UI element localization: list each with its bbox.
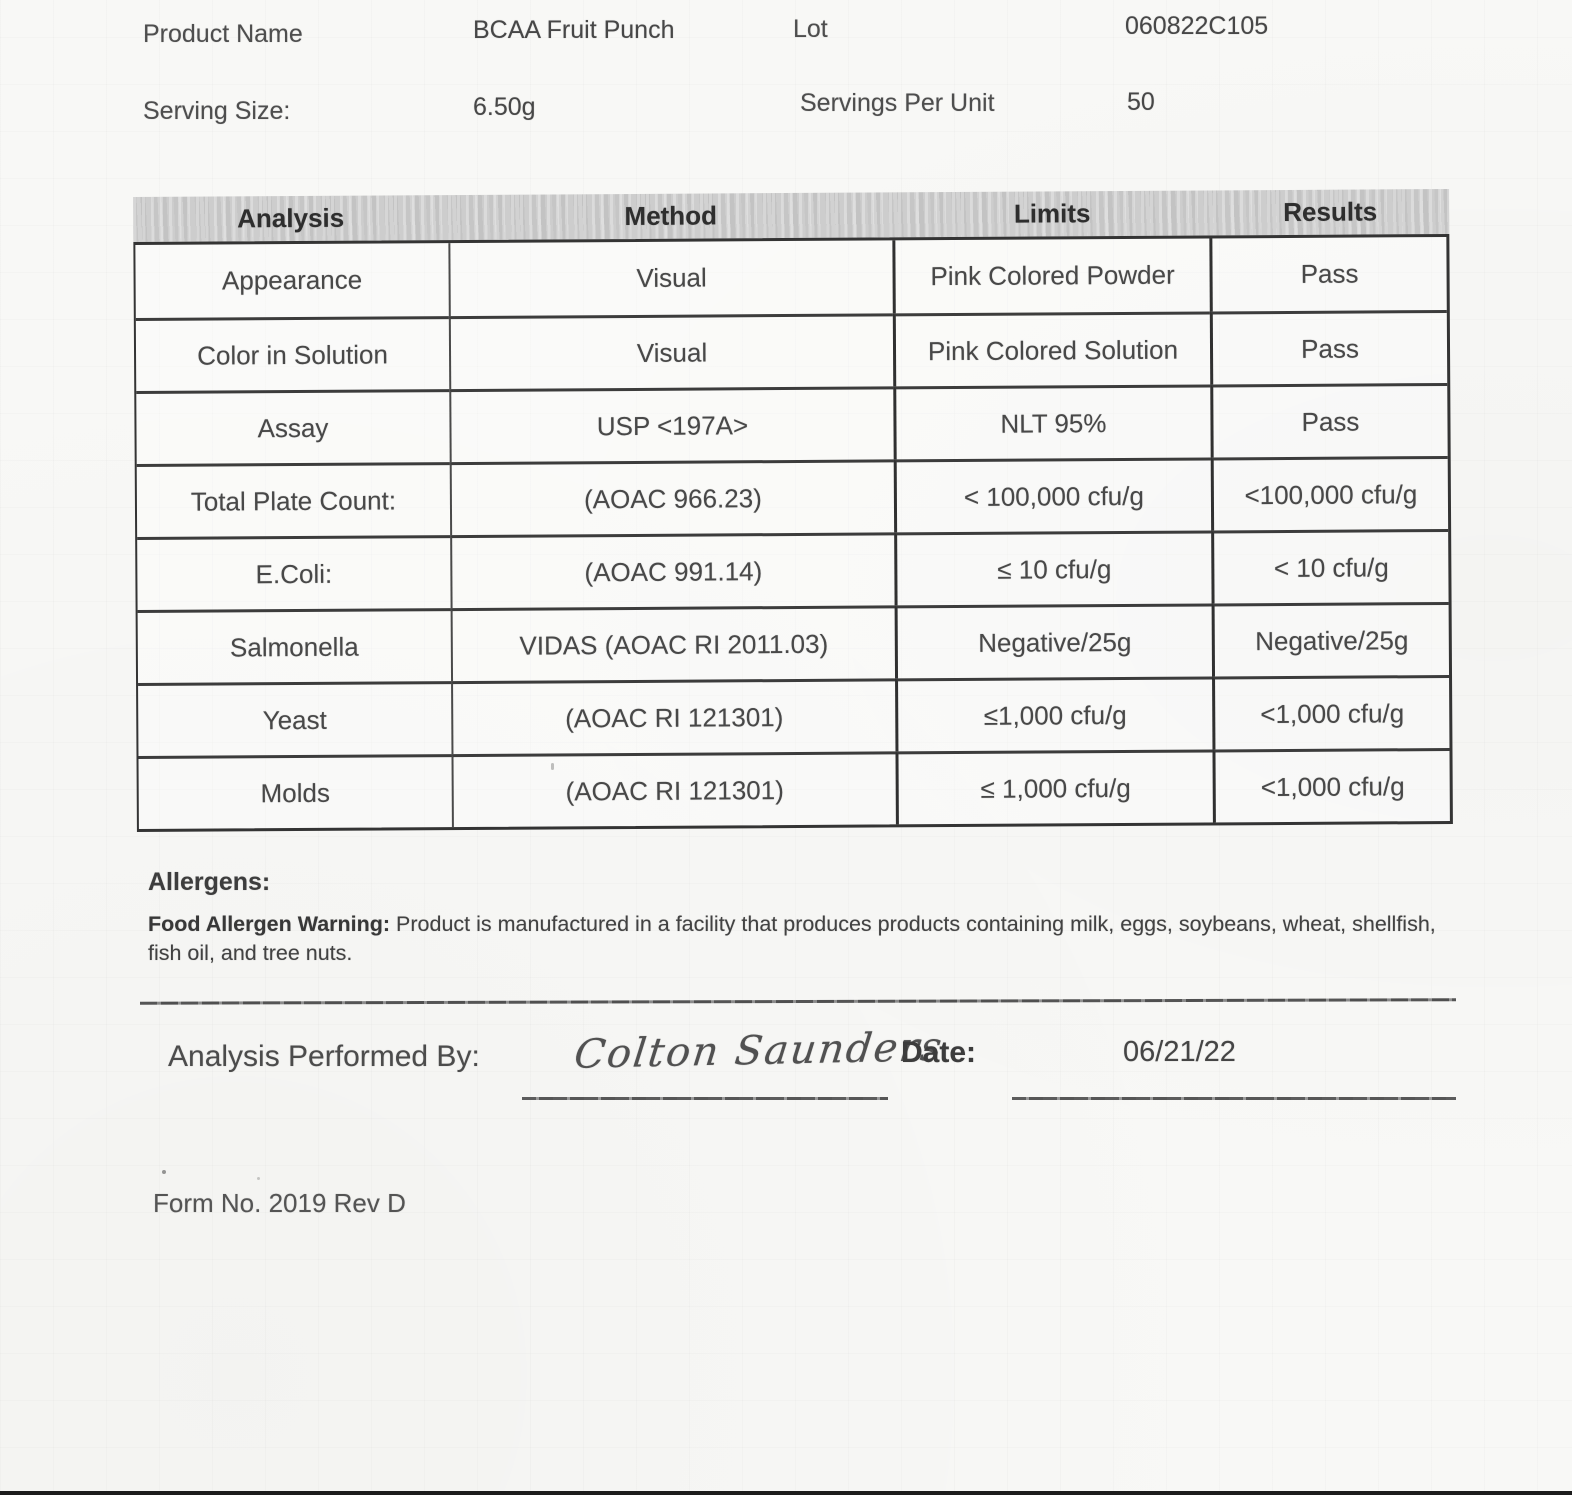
table-row: Color in Solution Visual Pink Colored So…	[135, 310, 1448, 392]
method-cell: VIDAS (AOAC RI 2011.03)	[450, 605, 896, 682]
method-cell: Visual	[448, 313, 894, 390]
analysis-cell: Salmonella	[137, 608, 452, 684]
product-name-value: BCAA Fruit Punch	[473, 16, 675, 44]
method-cell: USP <197A>	[449, 386, 894, 463]
column-header-results: Results	[1283, 196, 1378, 227]
method-cell: Visual	[448, 240, 893, 317]
servings-per-unit-label: Servings Per Unit	[800, 89, 995, 117]
scan-speck	[257, 1177, 260, 1180]
date-label: Date:	[901, 1036, 977, 1069]
date-underline	[1012, 1097, 1456, 1100]
limits-cell: NLT 95%	[893, 384, 1211, 460]
results-cell: Pass	[1210, 383, 1448, 458]
scan-speck	[162, 1170, 166, 1174]
table-header-row: Analysis Method Limits Results	[133, 188, 1450, 243]
allergen-warning: Food Allergen Warning: Product is manufa…	[148, 910, 1456, 968]
table-row: Total Plate Count: (AOAC 966.23) < 100,0…	[136, 455, 1449, 538]
performed-by-label: Analysis Performed By:	[168, 1040, 480, 1073]
limits-cell: Pink Colored Powder	[892, 238, 1210, 314]
scan-speck	[551, 763, 554, 770]
section-divider	[139, 998, 1457, 1005]
serving-size-value: 6.50g	[473, 93, 536, 121]
limits-cell: ≤ 10 cfu/g	[894, 530, 1212, 606]
results-cell: Pass	[1209, 237, 1447, 312]
limits-cell: Pink Colored Solution	[892, 311, 1211, 387]
column-header-method: Method	[624, 200, 717, 232]
analysis-cell: E.Coli:	[137, 535, 451, 611]
table-row: Assay USP <197A> NLT 95% Pass	[136, 383, 1448, 465]
results-cell: < 10 cfu/g	[1211, 528, 1449, 604]
limits-cell: Negative/25g	[894, 603, 1213, 679]
scan-edge-line	[0, 1491, 1572, 1495]
results-cell: <100,000 cfu/g	[1210, 455, 1449, 531]
analysis-cell: Color in Solution	[135, 316, 450, 392]
product-name-label: Product Name	[143, 20, 303, 48]
signature-underline	[522, 1097, 888, 1100]
method-cell: (AOAC 966.23)	[449, 459, 895, 536]
analysis-cell: Molds	[138, 754, 452, 830]
allergens-heading: Allergens:	[148, 868, 271, 896]
analysis-cell: Assay	[136, 389, 450, 465]
form-number: Form No. 2019 Rev D	[153, 1188, 406, 1218]
signature-name: Colton Saunders	[571, 1024, 947, 1078]
allergen-warning-label: Food Allergen Warning:	[148, 912, 391, 936]
results-cell: <1,000 cfu/g	[1212, 747, 1450, 823]
method-cell: (AOAC 991.14)	[450, 532, 895, 609]
table-row: E.Coli: (AOAC 991.14) ≤ 10 cfu/g < 10 cf…	[137, 528, 1449, 611]
method-cell: (AOAC RI 121301)	[451, 678, 896, 755]
limits-cell: < 100,000 cfu/g	[893, 457, 1212, 533]
column-header-analysis: Analysis	[237, 202, 345, 234]
analysis-cell: Total Plate Count:	[136, 462, 451, 538]
results-cell: <1,000 cfu/g	[1212, 674, 1450, 750]
allergen-warning-text: Product is manufactured in a facility th…	[148, 912, 1436, 965]
table-row: Yeast (AOAC RI 121301) ≤1,000 cfu/g <1,0…	[138, 674, 1450, 757]
results-cell: Negative/25g	[1211, 601, 1450, 677]
results-cell: Pass	[1209, 310, 1448, 385]
analysis-cell: Appearance	[221, 264, 363, 296]
table-row: Appearance Visual Pink Colored Powder Pa…	[135, 237, 1447, 318]
lot-value: 060822C105	[1125, 12, 1269, 40]
limits-cell: ≤ 1,000 cfu/g	[895, 749, 1213, 825]
analysis-cell: Yeast	[138, 681, 452, 757]
lot-label: Lot	[793, 15, 828, 43]
table-body: Appearance Visual Pink Colored Powder Pa…	[133, 233, 1453, 833]
serving-size-label: Serving Size:	[143, 97, 291, 125]
table-row: Salmonella VIDAS (AOAC RI 2011.03) Negat…	[137, 601, 1450, 684]
column-header-limits: Limits	[1013, 198, 1091, 229]
date-value: 06/21/22	[1123, 1036, 1236, 1068]
servings-per-unit-value: 50	[1127, 88, 1155, 116]
table-row: Molds (AOAC RI 121301) ≤ 1,000 cfu/g <1,…	[138, 747, 1450, 830]
analysis-table: Analysis Method Limits Results Appearanc…	[133, 188, 1453, 833]
limits-cell: ≤1,000 cfu/g	[895, 676, 1213, 752]
method-cell: (AOAC RI 121301)	[451, 751, 896, 828]
